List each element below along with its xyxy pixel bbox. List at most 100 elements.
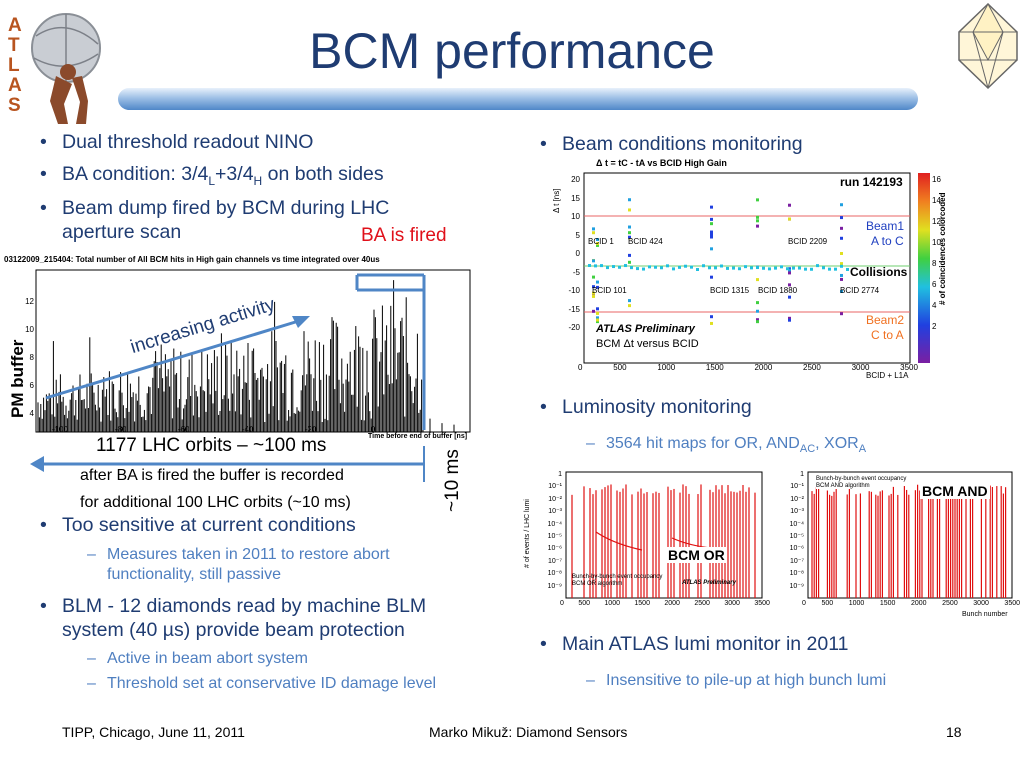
lumi-or-atlas: ATLAS Preliminary <box>682 580 736 586</box>
scatter-point <box>792 266 795 270</box>
scatter-point <box>596 316 599 320</box>
scatter-point <box>596 320 599 324</box>
scatter-point <box>628 304 631 308</box>
scatter-point <box>798 266 801 270</box>
lumi-ytick: 1 <box>800 471 804 478</box>
lumi-xtick: 2000 <box>911 600 927 607</box>
scatter-point <box>788 203 791 207</box>
scatter-point <box>834 267 837 271</box>
histo-ytick: 8 <box>29 353 34 362</box>
scatter-point <box>606 266 609 270</box>
sub-measures: – Measures taken in 2011 to restore abort <box>87 546 390 563</box>
lumi-ytick: 10⁻³ <box>790 508 804 516</box>
scatter-point <box>840 264 843 268</box>
scatter-point <box>756 224 759 228</box>
histogram-title: 03122009_215404: Total number of All BCM… <box>4 255 380 264</box>
bullet-beam-dump: • Beam dump fired by BCM during LHC <box>40 197 390 219</box>
scatter-point <box>828 267 831 271</box>
lumi-xtick: 500 <box>821 600 834 607</box>
scatter-ztick: 10 <box>932 238 941 247</box>
scatter-point <box>846 267 849 271</box>
scatter-ytick: 15 <box>571 193 580 203</box>
scatter-point <box>732 266 735 270</box>
lumi-xtick: 0 <box>802 600 806 607</box>
scatter-point <box>596 280 599 284</box>
collisions-label: Collisions <box>850 265 908 279</box>
scatter-point <box>744 265 747 269</box>
scatter-point <box>648 265 651 269</box>
histo-ytick: 6 <box>29 381 34 390</box>
scatter-point <box>628 253 631 257</box>
scatter-point <box>678 265 681 269</box>
scatter-title: Δ t = tC - tA vs BCID High Gain <box>596 158 727 168</box>
lumi-ytick: 10⁻¹ <box>548 483 562 491</box>
lumi-ytick: 10⁻⁶ <box>789 545 804 553</box>
histo-ytick: 4 <box>29 409 34 418</box>
beam2-label: Beam2 <box>866 313 905 327</box>
scatter-point <box>788 268 791 272</box>
scatter-point <box>592 285 595 289</box>
scatter-point <box>840 251 843 255</box>
scatter-point <box>710 321 713 325</box>
scatter-point <box>840 236 843 240</box>
scatter-point <box>710 205 713 209</box>
histo-xtick: -80 <box>115 425 127 434</box>
scatter-ytick: -5 <box>572 267 580 277</box>
scatter-xtick: 3500 <box>900 363 918 372</box>
lumi-ytick: 10⁻⁷ <box>789 557 804 565</box>
scatter-xtick: 1500 <box>705 363 724 372</box>
scatter-ytick: -10 <box>568 286 580 295</box>
scatter-point <box>702 264 705 268</box>
scatter-point <box>628 299 631 303</box>
scatter-point <box>810 267 813 271</box>
scatter-ztick: 2 <box>932 322 937 331</box>
scatter-ztick: 4 <box>932 301 937 310</box>
lumi-ytick: 10⁻⁵ <box>547 533 562 541</box>
lumi-and-xlabel: Bunch number <box>962 611 1008 618</box>
scatter-point <box>592 291 595 295</box>
scatter-point <box>654 265 657 269</box>
scatter-ztick: 6 <box>932 280 937 289</box>
footer-author: Marko Mikuž: Diamond Sensors <box>429 724 628 740</box>
lumi-xtick: 3000 <box>973 600 989 607</box>
lumi-xtick: 3500 <box>754 600 770 607</box>
scatter-point <box>710 247 713 251</box>
sub-measures-cont: functionality, still passive <box>107 566 281 583</box>
scatter-point <box>690 265 693 269</box>
lumi-ytick: 1 <box>558 471 562 478</box>
scatter-point <box>710 315 713 319</box>
scatter-xlabel: BCID + L1A <box>866 371 909 380</box>
lumi-ytick: 10⁻³ <box>548 508 562 516</box>
bullet-beam-dump-cont: aperture scan <box>62 221 182 243</box>
scatter-point <box>720 264 723 268</box>
bcid-scatter-plot: Δ t = tC - tA vs BCID High Gain run 1421… <box>548 155 948 383</box>
scatter-point <box>596 311 599 315</box>
scatter-point <box>596 285 599 289</box>
scatter-point <box>596 307 599 311</box>
bullet-blm: • BLM - 12 diamonds read by machine BLM <box>40 595 427 617</box>
scatter-point <box>710 230 713 234</box>
lumi-xtick: 2500 <box>694 600 710 607</box>
lumi-xtick: 1000 <box>848 600 865 607</box>
scatter-point <box>628 198 631 202</box>
beam1-dir: A to C <box>871 234 904 248</box>
scatter-xtick: 1000 <box>657 363 676 372</box>
scatter-point <box>666 264 669 268</box>
diamond-crystal-icon <box>955 2 1021 90</box>
scatter-point <box>672 267 675 271</box>
scatter-ztick: 8 <box>932 259 937 268</box>
beam2-dir: C to A <box>871 328 904 342</box>
lumi-xtick: 2000 <box>664 600 680 607</box>
lumi-ytick: 10⁻⁴ <box>789 520 805 528</box>
atlas-logo: A T L A S <box>6 6 106 126</box>
scatter-point <box>628 235 631 239</box>
scatter-point <box>804 267 807 271</box>
scatter-point <box>756 309 759 313</box>
lumi-ytick: 10⁻⁴ <box>547 520 563 528</box>
scatter-point <box>596 242 599 246</box>
scatter-point <box>596 238 599 242</box>
scatter-point <box>628 225 631 229</box>
scatter-point <box>840 216 843 220</box>
bcm-and-label: BCM AND <box>920 483 990 499</box>
scatter-point <box>822 266 825 270</box>
